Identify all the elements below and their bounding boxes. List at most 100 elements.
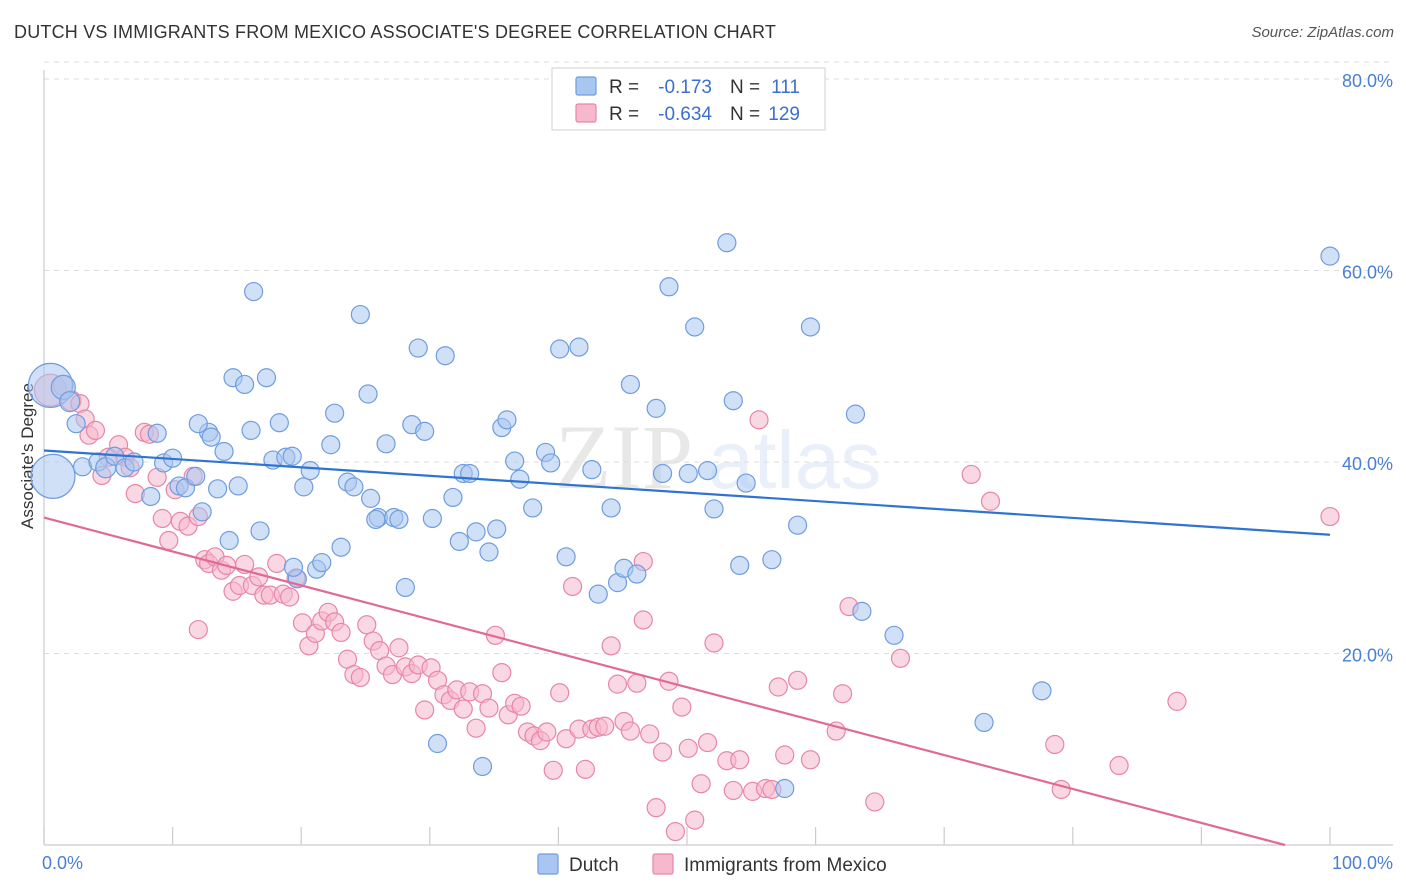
data-point-mexico xyxy=(659,671,679,691)
y-tick-label-60: 60.0% xyxy=(1342,263,1393,283)
data-point-mexico xyxy=(697,732,718,753)
series-mexico-points xyxy=(33,373,1340,842)
data-point-dutch xyxy=(704,499,724,519)
data-point-dutch xyxy=(730,555,750,576)
data-point-mexico xyxy=(961,464,981,485)
svg-text:atlas: atlas xyxy=(708,415,881,506)
y-axis-label: Associate's Degree xyxy=(18,383,37,529)
data-point-mexico xyxy=(415,700,435,720)
data-point-mexico xyxy=(357,615,377,635)
data-point-dutch xyxy=(505,451,525,471)
data-point-mexico xyxy=(331,622,351,643)
bottom-legend-label-mexico: Immigrants from Mexico xyxy=(684,855,887,876)
data-point-mexico xyxy=(833,684,853,704)
data-point-dutch xyxy=(620,374,641,395)
data-point-mexico xyxy=(1109,755,1129,776)
data-point-dutch xyxy=(283,557,304,577)
data-point-mexico xyxy=(152,508,172,529)
data-point-dutch xyxy=(556,547,576,567)
data-point-dutch xyxy=(435,346,455,366)
data-point-dutch xyxy=(697,461,718,481)
bottom-legend-swatch-dutch xyxy=(537,853,559,875)
legend-r-label-dutch: R = xyxy=(609,77,639,98)
data-point-dutch xyxy=(331,537,351,557)
data-point-dutch xyxy=(588,584,608,604)
data-point-mexico xyxy=(633,610,653,630)
data-point-dutch xyxy=(219,530,239,551)
data-point-dutch xyxy=(736,473,756,493)
data-point-dutch xyxy=(214,441,234,462)
data-point-dutch xyxy=(659,277,679,297)
x-tick-label-min: 0.0% xyxy=(42,853,83,873)
data-point-mexico xyxy=(453,699,473,719)
data-point-dutch xyxy=(141,486,161,507)
data-point-mexico xyxy=(775,745,795,765)
data-point-dutch xyxy=(201,427,221,447)
data-point-mexico xyxy=(85,420,106,441)
data-point-dutch xyxy=(845,404,866,424)
x-tick-marks xyxy=(43,827,1331,845)
data-point-dutch xyxy=(884,625,904,645)
data-point-dutch xyxy=(550,339,570,359)
data-point-mexico xyxy=(466,718,486,738)
data-point-mexico xyxy=(575,759,596,779)
data-point-mexico xyxy=(479,698,499,718)
data-point-dutch xyxy=(685,317,705,337)
data-point-dutch xyxy=(427,733,448,754)
data-point-dutch xyxy=(294,477,314,497)
data-point-mexico xyxy=(492,663,512,683)
data-point-dutch xyxy=(510,469,530,489)
data-point-mexico xyxy=(826,721,846,741)
data-point-dutch xyxy=(601,498,621,518)
data-point-dutch xyxy=(762,550,782,570)
legend-r-label-mexico: R = xyxy=(609,104,639,125)
trend-line-mexico xyxy=(43,516,1286,847)
data-point-mexico xyxy=(800,750,821,770)
watermark: ZIP atlas xyxy=(555,406,881,508)
legend-n-label-dutch: N = xyxy=(730,77,760,98)
data-point-dutch xyxy=(487,519,507,539)
legend-r-value-mexico: -0.634 xyxy=(658,104,712,125)
data-point-dutch xyxy=(188,414,208,434)
data-point-dutch xyxy=(256,368,277,388)
data-point-mexico xyxy=(159,530,179,551)
data-point-dutch xyxy=(422,508,442,529)
legend-swatch-dutch xyxy=(575,76,597,96)
data-point-mexico xyxy=(350,667,370,688)
data-point-mexico xyxy=(550,683,570,703)
data-point-dutch xyxy=(569,337,589,357)
data-point-dutch xyxy=(366,509,386,530)
data-point-dutch xyxy=(282,446,302,466)
data-point-dutch xyxy=(678,463,698,484)
data-point-mexico xyxy=(865,792,885,812)
data-point-mexico xyxy=(890,648,911,668)
data-point-dutch xyxy=(147,423,167,443)
data-point-dutch xyxy=(1032,681,1052,701)
data-point-dutch xyxy=(241,420,261,441)
data-point-mexico xyxy=(685,810,705,830)
data-point-mexico xyxy=(188,619,208,640)
data-point-dutch xyxy=(408,338,428,358)
data-point-dutch xyxy=(321,435,341,455)
legend-n-value-dutch: 111 xyxy=(771,77,800,98)
data-point-dutch xyxy=(646,398,666,418)
data-point-dutch xyxy=(497,410,517,430)
data-point-mexico xyxy=(543,760,563,780)
data-point-mexico xyxy=(768,677,788,697)
data-point-dutch xyxy=(325,403,345,423)
data-point-mexico xyxy=(749,410,769,430)
data-point-dutch xyxy=(723,391,743,411)
data-point-mexico xyxy=(511,696,531,716)
data-point-dutch xyxy=(852,601,872,621)
data-point-dutch xyxy=(350,304,370,325)
bottom-legend-label-dutch: Dutch xyxy=(569,855,619,876)
data-point-mexico xyxy=(1320,506,1340,527)
legend-r-value-dutch: -0.173 xyxy=(658,77,712,98)
data-point-mexico xyxy=(787,670,808,690)
data-point-dutch xyxy=(1320,246,1340,266)
data-point-mexico xyxy=(691,774,711,794)
data-point-mexico xyxy=(678,738,698,758)
y-tick-label-80: 80.0% xyxy=(1342,71,1393,91)
data-point-dutch xyxy=(361,488,381,508)
